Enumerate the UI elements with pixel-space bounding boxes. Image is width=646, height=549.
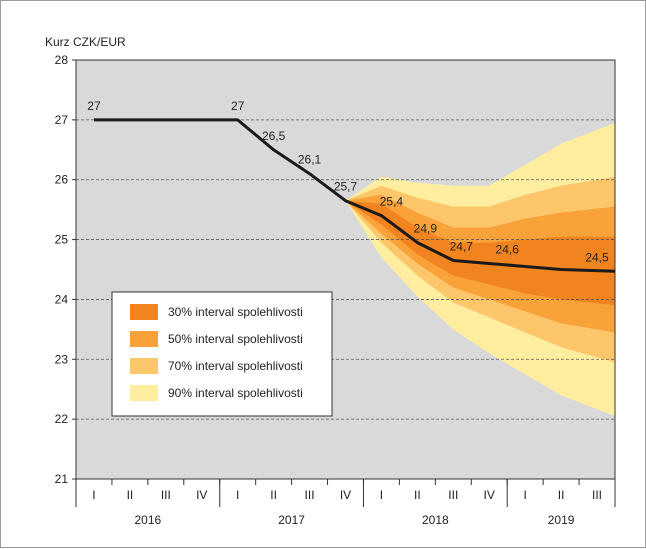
x-year-label: 2018 (422, 513, 449, 527)
legend: 30% interval spolehlivosti 50% interval s… (111, 291, 333, 417)
legend-label: 50% interval spolehlivosti (168, 332, 303, 346)
exchange-rate-line (94, 118, 616, 273)
x-quarter-label: II (270, 488, 277, 502)
data-label: 27 (87, 99, 101, 113)
x-quarter-label: II (127, 488, 134, 502)
data-label: 24,6 (496, 243, 520, 257)
fan-band-4 (345, 200, 615, 306)
x-quarter-label: IV (484, 488, 495, 502)
data-label: 25,4 (380, 195, 404, 209)
y-tick-label: 21 (55, 472, 69, 486)
x-quarter-label: I (236, 488, 239, 502)
y-axis: 21 22 23 24 25 26 27 28 (55, 53, 76, 486)
y-tick-label: 25 (55, 233, 69, 247)
x-quarter-label: II (414, 488, 421, 502)
legend-swatch (130, 358, 158, 374)
y-tick-label: 28 (55, 53, 69, 67)
gridlines (75, 59, 616, 480)
data-label: 26,5 (262, 129, 286, 143)
x-quarter-label: I (92, 488, 95, 502)
x-quarter-label: IV (340, 488, 351, 502)
legend-swatch (130, 304, 158, 320)
data-label: 24,5 (585, 250, 609, 264)
legend-swatch (130, 331, 158, 347)
data-label: 24,9 (414, 222, 438, 236)
legend-label: 70% interval spolehlivosti (168, 359, 303, 373)
data-label: 27 (231, 99, 245, 113)
exchange-rate-line-group (94, 118, 616, 273)
x-year-label: 2019 (548, 513, 575, 527)
x-quarter-label: IV (196, 488, 207, 502)
x-quarter-label: III (305, 488, 315, 502)
legend-swatch (130, 385, 158, 401)
x-quarter-label: I (523, 488, 526, 502)
x-quarter-label: I (380, 488, 383, 502)
y-axis-title: Kurz CZK/EUR (45, 35, 126, 49)
y-tick-label: 24 (55, 292, 69, 306)
data-label: 26,1 (298, 153, 322, 167)
legend-label: 90% interval spolehlivosti (168, 386, 303, 400)
data-labels: 27 27 26,5 26,1 25,7 25,4 24,9 24,7 24,6 24,5 (87, 99, 609, 264)
x-quarter-label: III (448, 488, 458, 502)
y-tick-label: 26 (55, 173, 69, 187)
y-tick-label: 23 (55, 352, 69, 366)
plot-border (75, 59, 616, 480)
x-quarter-label: II (558, 488, 565, 502)
legend-label: 30% interval spolehlivosti (168, 305, 303, 319)
x-quarter-label: III (161, 488, 171, 502)
y-tick-label: 27 (55, 113, 69, 127)
data-label: 25,7 (334, 180, 358, 194)
x-year-label: 2016 (135, 513, 162, 527)
y-tick-label: 22 (55, 412, 69, 426)
data-label: 24,7 (450, 240, 474, 254)
x-year-label: 2017 (278, 513, 305, 527)
x-quarter-label: III (592, 488, 602, 502)
fan-bands (345, 122, 615, 417)
